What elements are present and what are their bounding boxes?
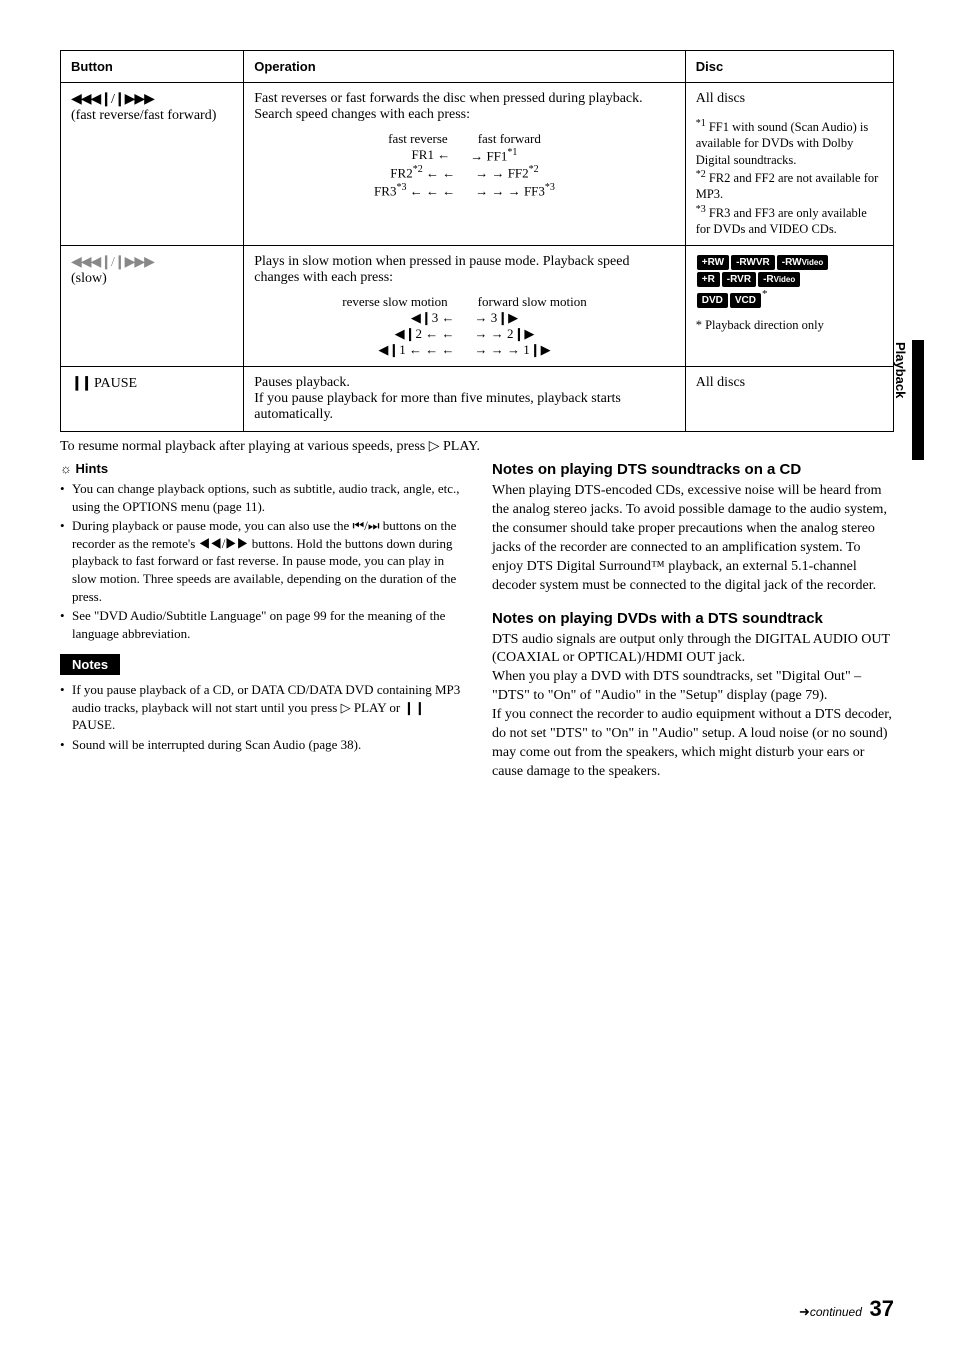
note-item: Sound will be interrupted during Scan Au… — [60, 736, 462, 754]
hint-item: See "DVD Audio/Subtitle Language" on pag… — [60, 607, 462, 642]
disc-top: All discs — [685, 367, 893, 432]
side-tab: Playback — [893, 340, 924, 460]
notes-header: Notes — [60, 654, 120, 675]
th-disc: Disc — [685, 51, 893, 83]
th-operation: Operation — [244, 51, 685, 83]
page-number: 37 — [870, 1296, 894, 1321]
disc-footnote: *1 FF1 with sound (Scan Audio) is availa… — [696, 117, 883, 168]
left-column: ☼ Hints You can change playback options,… — [60, 461, 462, 795]
section-title: Notes on playing DTS soundtracks on a CD — [492, 461, 894, 478]
badge: -RVideo — [758, 272, 800, 287]
note-item: If you pause playback of a CD, or DATA C… — [60, 681, 462, 734]
disc-footnote: *3 FR3 and FF3 are only available for DV… — [696, 203, 883, 238]
table-row: ◀◀◀❙/❙▶▶▶ (slow) Plays in slow motion wh… — [61, 246, 894, 367]
section-title: Notes on playing DVDs with a DTS soundtr… — [492, 610, 894, 627]
speed-table: fast reverse fast forward FR1 ←→ FF1*1 F… — [254, 131, 674, 199]
button-label: (fast reverse/fast forward) — [71, 108, 233, 124]
hint-icon: ☼ — [60, 461, 72, 476]
badge: -RWVR — [731, 255, 775, 270]
hints-header: ☼ Hints — [60, 461, 462, 476]
section-body: When playing DTS-encoded CDs, excessive … — [492, 482, 894, 595]
badge: +RW — [697, 255, 729, 270]
th-button: Button — [61, 51, 244, 83]
playback-operations-table: Button Operation Disc ◀◀◀❙/❙▶▶▶ (fast re… — [60, 50, 894, 432]
badge: VCD — [730, 293, 761, 308]
op-intro: Pauses playback. If you pause playback f… — [244, 367, 685, 432]
notes-list: If you pause playback of a CD, or DATA C… — [60, 681, 462, 753]
hdr-right: forward slow motion — [478, 294, 587, 310]
continued-label: continued — [810, 1305, 862, 1319]
disc-top: All discs — [696, 91, 883, 107]
table-row: ❙❙ PAUSE Pauses playback. If you pause p… — [61, 367, 894, 432]
hdr-left: reverse slow motion — [342, 294, 447, 310]
hdr-right: fast forward — [478, 131, 541, 147]
button-label: PAUSE — [94, 376, 137, 391]
right-column: Notes on playing DTS soundtracks on a CD… — [492, 461, 894, 795]
table-row: ◀◀◀❙/❙▶▶▶ (fast reverse/fast forward) Fa… — [61, 83, 894, 246]
op-intro: Plays in slow motion when pressed in pau… — [254, 254, 674, 286]
button-label: (slow) — [71, 271, 233, 287]
op-intro: Fast reverses or fast forwards the disc … — [254, 91, 674, 123]
speed-table: reverse slow motion forward slow motion … — [254, 294, 674, 358]
hint-item: You can change playback options, such as… — [60, 480, 462, 515]
badge: -RWVideo — [777, 255, 828, 270]
button-icons: ◀◀◀❙/❙▶▶▶ — [71, 254, 233, 271]
badge: DVD — [697, 293, 728, 308]
resume-line: To resume normal playback after playing … — [60, 438, 894, 455]
hdr-left: fast reverse — [388, 131, 448, 147]
continued-arrow: ➜ — [799, 1304, 810, 1319]
disc-note: * Playback direction only — [696, 317, 883, 333]
disc-badges: +RW-RWVR-RWVideo +R-RVR-RVideo DVDVCD* — [696, 254, 883, 309]
hints-title: Hints — [76, 461, 109, 476]
disc-footnote: *2 FR2 and FF2 are not available for MP3… — [696, 168, 883, 203]
button-icons: ◀◀◀❙/❙▶▶▶ — [71, 91, 233, 108]
hints-list: You can change playback options, such as… — [60, 480, 462, 642]
section-body: DTS audio signals are output only throug… — [492, 631, 894, 782]
page-footer: ➜continued 37 — [799, 1296, 894, 1322]
badge: -RVR — [722, 272, 756, 287]
badge: +R — [697, 272, 720, 287]
hint-item: During playback or pause mode, you can a… — [60, 517, 462, 605]
pause-icon: ❙❙ — [71, 376, 90, 391]
